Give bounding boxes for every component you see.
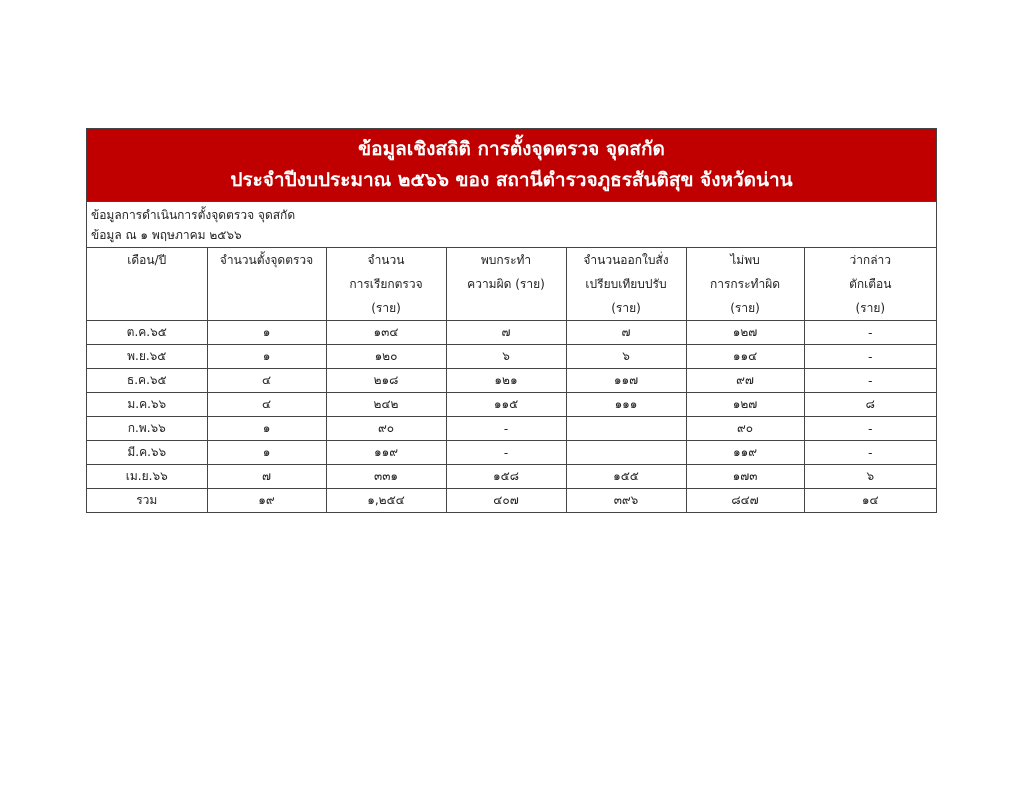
statistics-table: เดือน/ปี จำนวนตั้งจุดตรวจ จำนวนการเรียกตรว… bbox=[87, 248, 936, 512]
value-cell: - bbox=[803, 416, 936, 441]
month-cell: เม.ย.๖๖ bbox=[87, 464, 208, 489]
table-row: เม.ย.๖๖๗๓๓๑ ๑๕๘ ๑๕๕ ๑๗๓๖ bbox=[87, 464, 936, 489]
value-cell: ๑๕๘ bbox=[445, 464, 567, 489]
month-cell: ธ.ค.๖๕ bbox=[87, 368, 208, 393]
month-cell: พ.ย.๖๕ bbox=[87, 344, 208, 369]
value-cell: ๒๔๒ bbox=[325, 392, 447, 417]
value-cell: ๙๗ bbox=[685, 368, 805, 393]
value-cell: ๖ bbox=[803, 464, 936, 489]
column-header-line: ว่ากล่าว bbox=[849, 253, 892, 267]
value-cell: - bbox=[445, 416, 567, 441]
value-cell: ๔ bbox=[206, 392, 327, 417]
month-cell: ก.พ.๖๖ bbox=[87, 416, 208, 441]
title-line-1: ข้อมูลเชิงสถิติ การตั้งจุดตรวจ จุดสกัด bbox=[358, 138, 665, 160]
value-cell: - bbox=[803, 368, 936, 393]
column-header-line: เดือน/ปี bbox=[127, 253, 167, 267]
month-cell: ม.ค.๖๖ bbox=[87, 392, 208, 417]
value-cell: ๑๒๑ bbox=[445, 368, 567, 393]
value-cell: ๔ bbox=[206, 368, 327, 393]
month-cell: ต.ค.๖๕ bbox=[87, 320, 208, 345]
column-header-line: (ราย) bbox=[611, 301, 641, 315]
value-cell: ๑๑๕ bbox=[445, 392, 567, 417]
value-cell: ๓๙๖ bbox=[565, 488, 687, 512]
table-row: พ.ย.๖๕๑๑๒๐๖๖๑๑๔- bbox=[87, 344, 936, 369]
value-cell: ๑ bbox=[206, 320, 327, 345]
column-header-line: การเรียกตรวจ bbox=[349, 277, 423, 291]
header-row: เดือน/ปี จำนวนตั้งจุดตรวจ จำนวนการเรียกตรว… bbox=[87, 248, 936, 321]
value-cell: ๒๑๘ bbox=[325, 368, 447, 393]
value-cell: ๗ bbox=[565, 320, 687, 345]
value-cell: ๓๓๑ bbox=[325, 464, 447, 489]
total-row: รวม ๑๙ ๑,๒๕๔ ๔๐๗ ๓๙๖ ๘๔๗ ๑๔ bbox=[87, 488, 936, 512]
info-line-1: ข้อมูลการดำเนินการตั้งจุดตรวจ จุดสกัด bbox=[91, 207, 296, 222]
value-cell: ๑๑๗ bbox=[565, 368, 687, 393]
value-cell: ๗ bbox=[206, 464, 327, 489]
value-cell: ๑ bbox=[206, 440, 327, 465]
value-cell: - bbox=[803, 440, 936, 465]
table-row: ธ.ค.๖๕๔๒๑๘ ๑๒๑ ๑๑๗ ๙๗- bbox=[87, 368, 936, 393]
value-cell: ๑๒๗ bbox=[685, 392, 805, 417]
column-header: ไม่พบการกระทำผิด (ราย) bbox=[685, 248, 805, 321]
value-cell: ๑๑๔ bbox=[685, 344, 805, 369]
value-cell: ๘ bbox=[803, 392, 936, 417]
column-header: จำนวนออกใบสั่งเปรียบเทียบปรับ (ราย) bbox=[565, 248, 687, 321]
column-header-line: การกระทำผิด bbox=[709, 277, 781, 291]
column-header-line: เปรียบเทียบปรับ bbox=[585, 277, 667, 291]
title-banner: ข้อมูลเชิงสถิติ การตั้งจุดตรวจ จุดสกัด ป… bbox=[87, 129, 936, 202]
month-cell: มี.ค.๖๖ bbox=[87, 440, 208, 465]
column-header: จำนวนตั้งจุดตรวจ bbox=[206, 248, 327, 321]
value-cell: ๑๑๙ bbox=[685, 440, 805, 465]
column-header-line: จำนวนออกใบสั่ง bbox=[583, 253, 669, 267]
value-cell: ๔๐๗ bbox=[445, 488, 567, 512]
value-cell: - bbox=[445, 440, 567, 465]
column-header-line: ตักเตือน bbox=[849, 277, 892, 291]
column-header: จำนวนการเรียกตรวจ (ราย) bbox=[325, 248, 447, 321]
column-header-line: ความผิด (ราย) bbox=[467, 277, 545, 291]
table-row: มี.ค.๖๖๑๑๑๙-๑๑๙- bbox=[87, 440, 936, 465]
value-cell: ๗ bbox=[445, 320, 567, 345]
info-section: ข้อมูลการดำเนินการตั้งจุดตรวจ จุดสกัด ข้… bbox=[87, 202, 936, 248]
value-cell: ๑๔ bbox=[803, 488, 936, 512]
value-cell bbox=[565, 440, 687, 465]
value-cell: ๑๗๓ bbox=[685, 464, 805, 489]
column-header-line: พบกระทำ bbox=[480, 253, 532, 267]
value-cell: ๑ bbox=[206, 416, 327, 441]
value-cell: ๑๕๕ bbox=[565, 464, 687, 489]
value-cell bbox=[565, 416, 687, 441]
column-header-line: (ราย) bbox=[730, 301, 760, 315]
value-cell: ๖ bbox=[565, 344, 687, 369]
value-cell: ๑,๒๕๔ bbox=[325, 488, 447, 512]
value-cell: ๙๐ bbox=[325, 416, 447, 441]
column-header-line: จำนวนตั้งจุดตรวจ bbox=[219, 253, 314, 267]
column-header: เดือน/ปี bbox=[87, 248, 208, 321]
info-line-2: ข้อมูล ณ ๑ พฤษภาคม ๒๕๖๖ bbox=[91, 227, 242, 242]
value-cell: - bbox=[803, 344, 936, 369]
value-cell: ๑๑๙ bbox=[325, 440, 447, 465]
title-line-2: ประจำปีงบประมาณ ๒๕๖๖ ของ สถานีตำรวจภูธรส… bbox=[230, 169, 793, 191]
value-cell: - bbox=[803, 320, 936, 345]
month-cell: รวม bbox=[87, 488, 208, 512]
column-header-line: (ราย) bbox=[371, 301, 401, 315]
statistics-sheet: ข้อมูลเชิงสถิติ การตั้งจุดตรวจ จุดสกัด ป… bbox=[86, 128, 937, 513]
column-header-line: (ราย) bbox=[855, 301, 886, 315]
value-cell: ๘๔๗ bbox=[685, 488, 805, 512]
value-cell: ๖ bbox=[445, 344, 567, 369]
value-cell: ๑๓๔ bbox=[325, 320, 447, 345]
value-cell: ๑๒๗ bbox=[685, 320, 805, 345]
value-cell: ๙๐ bbox=[685, 416, 805, 441]
value-cell: ๑๙ bbox=[206, 488, 327, 512]
value-cell: ๑๒๐ bbox=[325, 344, 447, 369]
table-row: ต.ค.๖๕๑๑๓๔๗๗๑๒๗- bbox=[87, 320, 936, 345]
column-header-line: ไม่พบ bbox=[730, 253, 760, 267]
column-header: ว่ากล่าวตักเตือน (ราย) bbox=[803, 248, 936, 321]
column-header-line: จำนวน bbox=[367, 253, 405, 267]
table-row: ก.พ.๖๖๑๙๐-๙๐- bbox=[87, 416, 936, 441]
value-cell: ๑ bbox=[206, 344, 327, 369]
value-cell: ๑๑๑ bbox=[565, 392, 687, 417]
column-header: พบกระทำความผิด (ราย) bbox=[445, 248, 567, 321]
table-row: ม.ค.๖๖๔๒๔๒ ๑๑๕ ๑๑๑ ๑๒๗๘ bbox=[87, 392, 936, 417]
